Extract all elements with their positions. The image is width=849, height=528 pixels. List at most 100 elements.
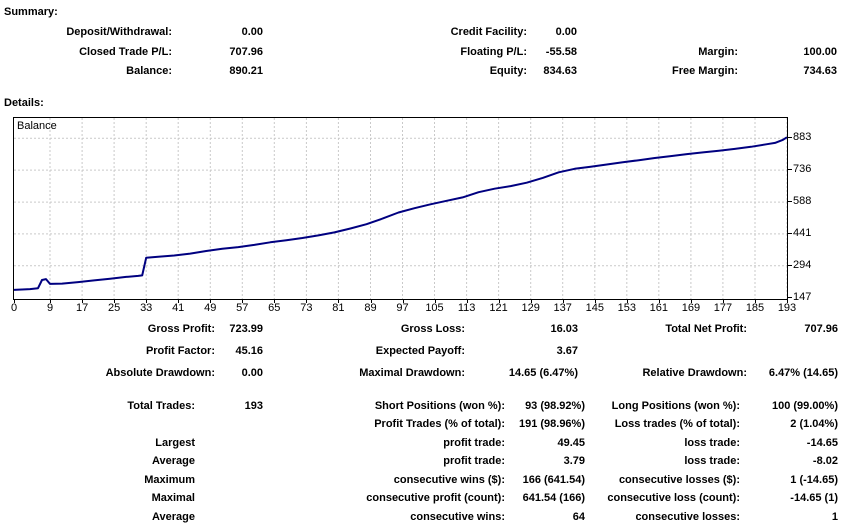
x-axis-label: 73 [300,301,313,314]
balance-line-svg [14,117,787,299]
stat-value: 100 (99.00%) [771,399,838,412]
summary-table: Deposit/Withdrawal: 0.00 Credit Facility: 0… [4,25,849,84]
x-axis-label: 0 [10,301,18,314]
x-axis-tick [338,299,340,303]
y-axis-label: 147 [793,290,812,303]
stat-label: Profit Trades (% of total): [374,418,505,430]
stat-label: Credit Facility: [450,26,527,38]
stat-value: 45.16 [235,344,263,357]
stat-value: 834.63 [543,65,577,77]
x-axis-tick [658,299,660,303]
x-axis-tick [210,299,212,303]
stat-value [195,436,263,455]
stat-value [747,344,838,366]
x-axis-label: 57 [236,301,249,314]
x-axis-tick [178,299,180,303]
stat-value: 723.99 [229,322,263,335]
x-axis-tick [466,299,468,303]
y-axis-tick [788,201,792,203]
stat-value: 0.00 [241,26,263,38]
x-axis-tick [274,299,276,303]
stat-label: Deposit/Withdrawal: [66,26,172,38]
stat-value: 734.63 [803,65,837,77]
balance-chart: Balance 883 736 588 441 294 147 0 9 17 25 33 41 49 57… [4,116,849,316]
x-axis-tick [594,299,596,303]
stat-label: Equity: [489,65,527,77]
y-axis-label: 736 [793,163,812,176]
stat-value: 3.79 [563,455,585,467]
stat-label: Expected Payoff: [375,344,465,357]
chart-title: Balance [17,119,57,132]
x-axis-tick [242,299,244,303]
stat-label: Balance: [126,65,172,77]
x-axis-tick [626,299,628,303]
stat-value: 166 (641.54) [522,473,585,486]
x-axis-label: 129 [521,301,540,314]
stat-value: 0.00 [555,26,577,38]
stat-value: -55.58 [545,45,577,58]
x-axis-tick [146,299,148,303]
details-table-trades: Total Trades: 193 Short Positions (won %):… [4,399,849,528]
stat-value: 2 (1.04%) [790,418,838,430]
stat-label: Free Margin: [671,65,738,77]
stat-label: Maximal Drawdown: [359,366,465,379]
x-axis-label: 81 [332,301,345,314]
stat-value: -14.65 [806,436,838,449]
details-table-results: Gross Profit: 723.99 Gross Loss: 16.03 Total… [4,322,849,388]
x-axis-label: 193 [777,301,797,314]
x-axis-tick [755,299,756,303]
stat-label: Floating P/L: [460,45,527,58]
x-axis-label: 49 [204,301,217,314]
stat-label: consecutive profit (count): [366,492,505,504]
stat-label: consecutive wins ($): [393,473,505,486]
x-axis-tick [498,299,500,303]
x-axis-label: 153 [617,301,636,314]
stat-value: -14.65 (1) [790,492,838,504]
stat-value: 16.03 [550,322,578,335]
x-axis-tick [787,299,788,303]
stat-value: 49.45 [557,436,585,449]
x-axis-label: 161 [649,301,668,314]
stat-label: consecutive losses ($): [618,473,740,486]
stat-label: Short Positions (won %): [374,399,505,412]
x-axis-label: 9 [46,301,54,314]
stat-value: 641.54 (166) [522,492,585,504]
x-axis-tick [690,299,692,303]
stat-label: Profit Factor: [145,344,215,357]
x-axis-label: 65 [268,301,281,314]
x-axis-tick [50,299,51,303]
y-axis-label: 441 [793,226,812,239]
x-axis-label: 41 [172,301,185,314]
x-axis-tick [722,299,724,303]
stat-label [577,25,738,45]
y-axis-tick [788,232,792,234]
stat-value: 1 (-14.65) [790,473,838,486]
stat-label: consecutive wins: [410,510,505,523]
stat-label: Absolute Drawdown: [105,366,215,379]
stat-label: Largest [155,436,195,449]
stat-label: Average [151,455,195,467]
stat-value: 93 (98.92%) [525,399,585,412]
x-axis-tick [434,299,436,303]
x-axis-label: 25 [107,301,121,314]
stat-value: 191 (98.96%) [518,418,585,430]
stat-value: 0.00 [241,366,263,379]
x-axis-tick [402,299,404,303]
x-axis-label: 185 [745,301,765,314]
stat-label: Gross Profit: [147,322,215,335]
summary-heading: Summary: [4,6,58,18]
stat-value: 707.96 [804,322,838,335]
stat-label [4,417,195,436]
stat-value [195,454,263,473]
stat-label: Relative Drawdown: [642,366,747,379]
stat-label: consecutive loss (count): [607,492,740,504]
stat-label: profit trade: [443,455,505,467]
y-axis-label: 294 [793,258,812,271]
stat-label: loss trade: [684,436,740,449]
stat-value [195,491,263,510]
stat-label: Gross Loss: [400,322,465,335]
x-axis-label: 121 [489,301,508,314]
stat-value: 6.47% (14.65) [768,366,838,379]
x-axis-tick [370,299,372,303]
